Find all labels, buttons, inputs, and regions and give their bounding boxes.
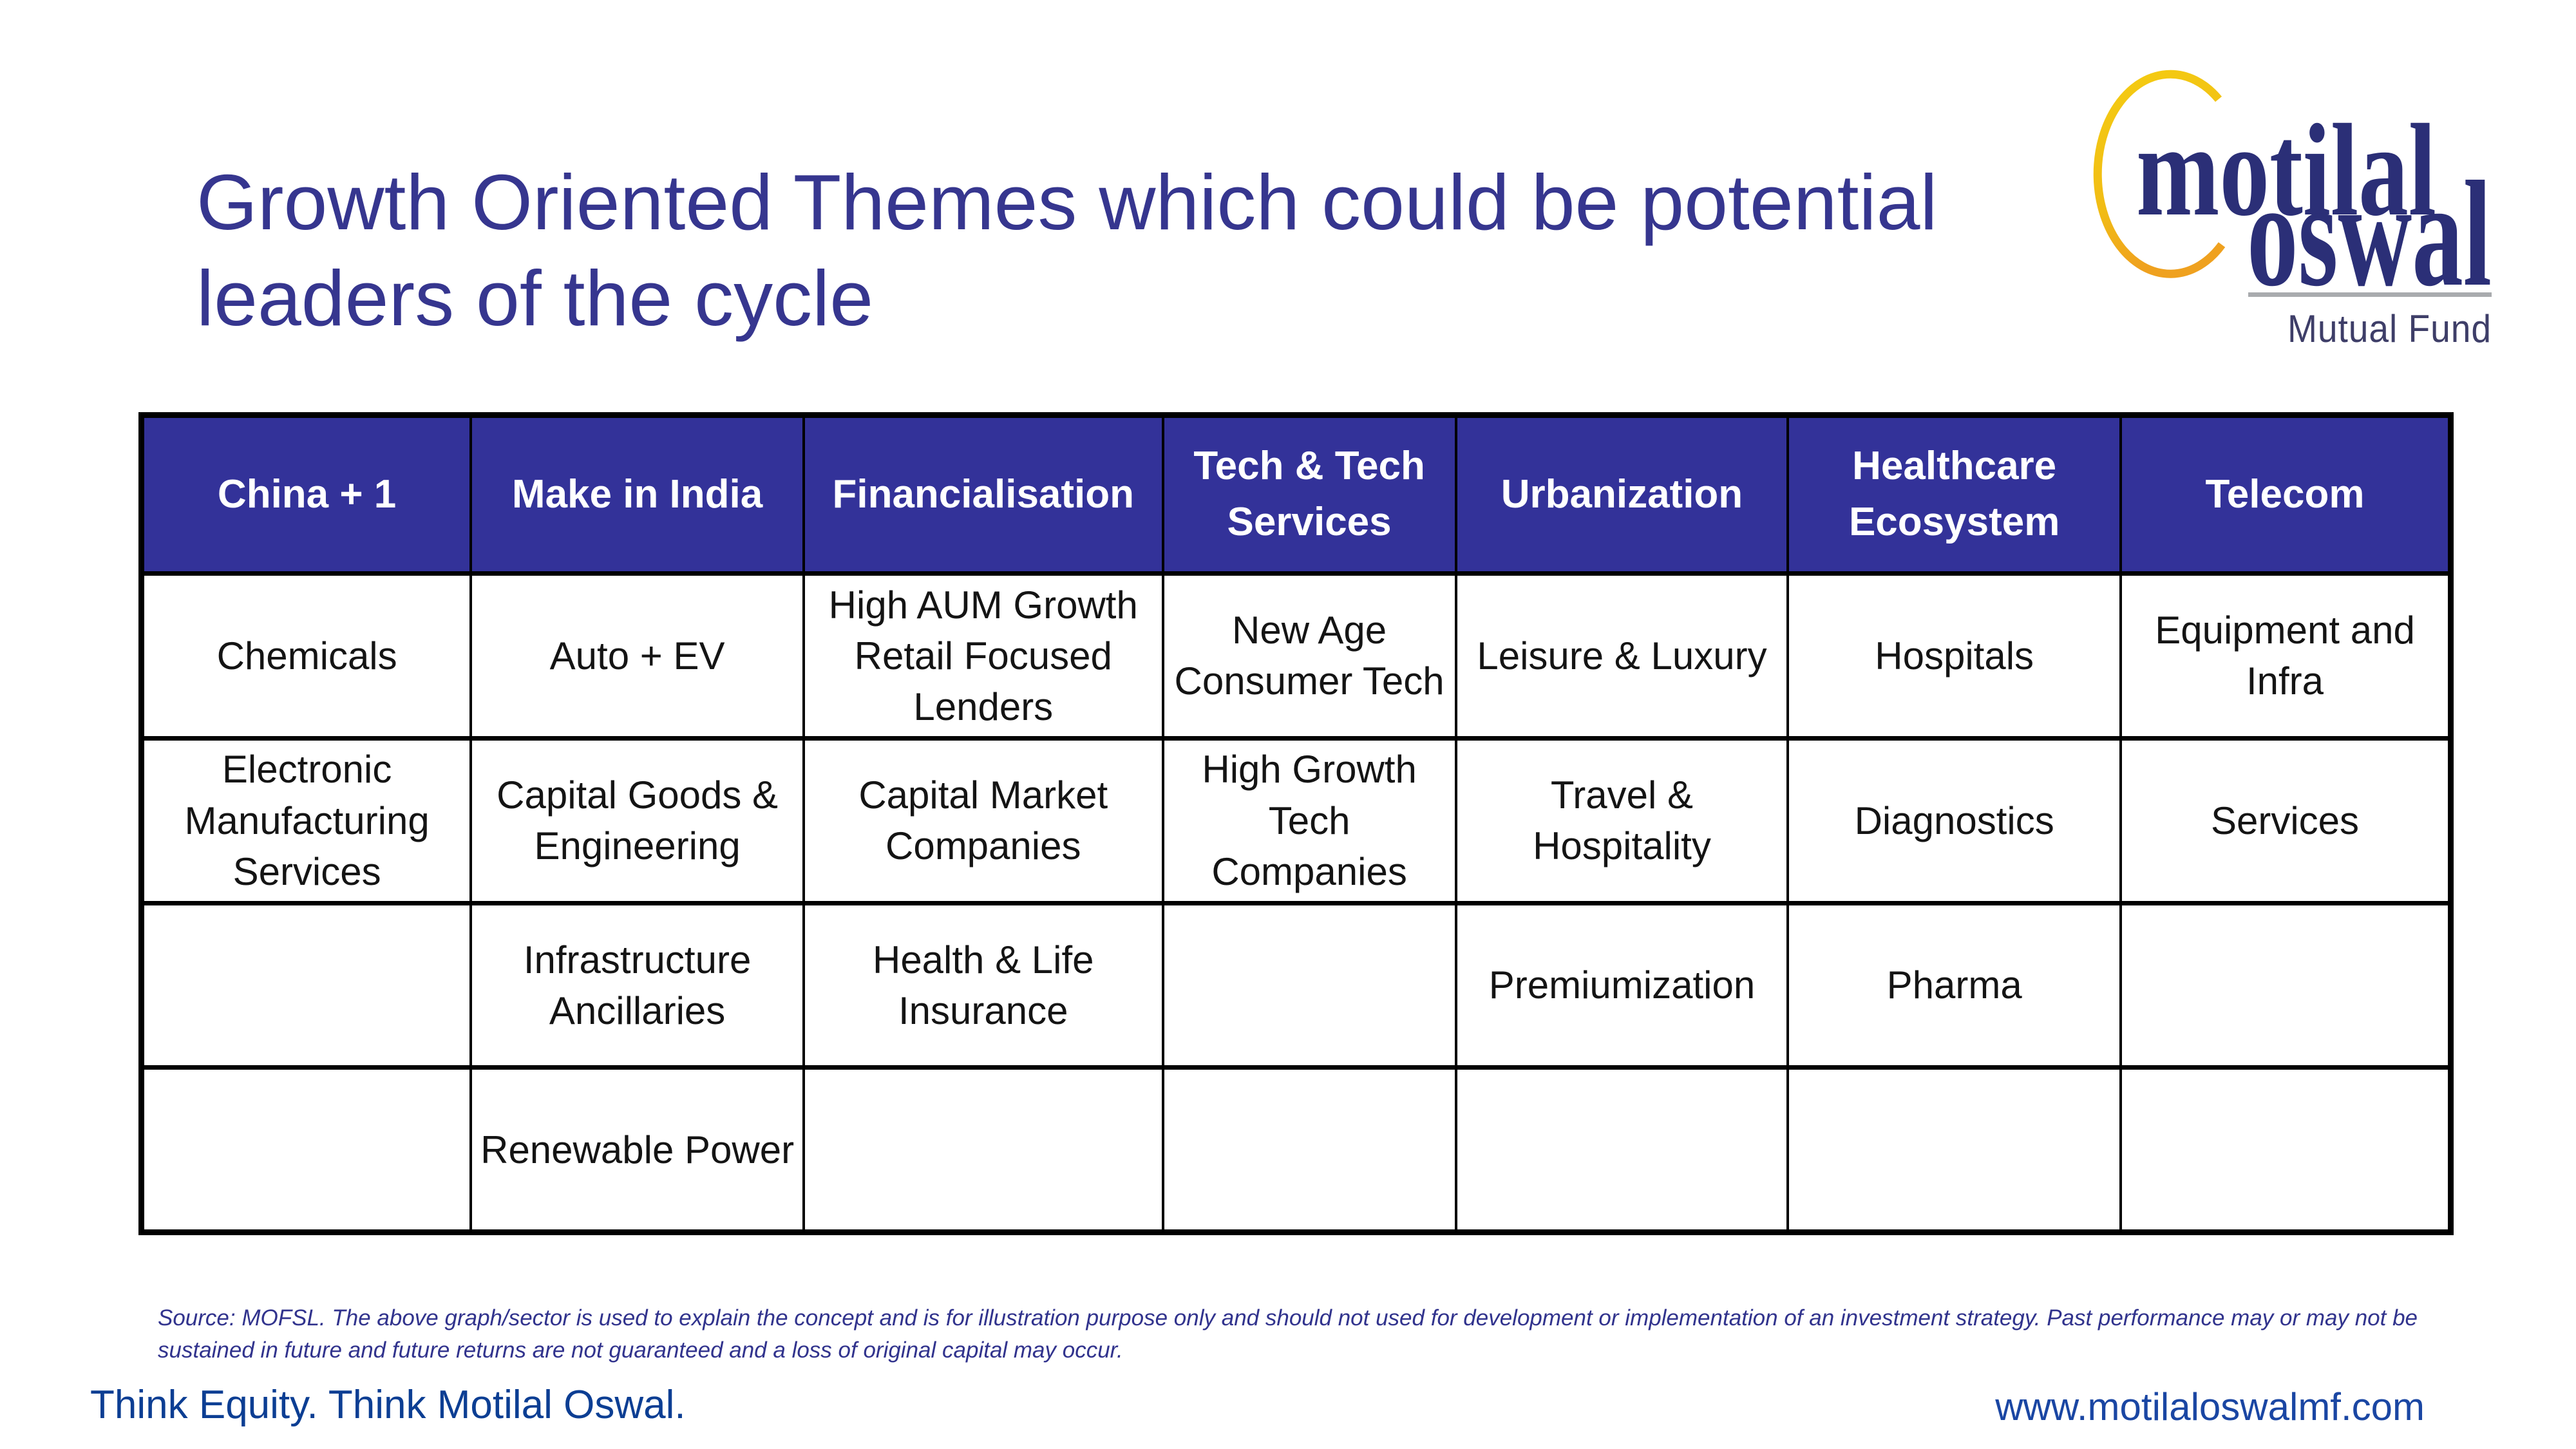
column-header-financialisation: Financialisation	[802, 413, 1164, 576]
logo-word-oswal: oswal	[2247, 150, 2492, 317]
column-header-tech-services: Tech & Tech Services	[1161, 413, 1457, 576]
column-header-make-in-india: Make in India	[469, 413, 805, 576]
table-cell: Capital Market Companies	[802, 735, 1164, 905]
table-row: Renewable Power	[140, 1065, 2452, 1235]
table-row: Infrastructure Ancillaries Health & Life…	[140, 900, 2452, 1070]
logo-arc-icon	[2093, 70, 2226, 278]
table-cell: Infrastructure Ancillaries	[469, 900, 805, 1070]
table-header-row: China + 1 Make in India Financialisation…	[140, 413, 2452, 576]
table-cell: Services	[2119, 735, 2452, 905]
column-header-china-plus-1: China + 1	[140, 413, 473, 576]
table-cell: High Growth Tech Companies	[1161, 735, 1457, 905]
table-cell: Equipment and Infra	[2119, 571, 2452, 741]
table-cell	[2119, 900, 2452, 1070]
table-cell: Diagnostics	[1786, 735, 2123, 905]
logo-word-motilal: motilal	[2136, 97, 2436, 243]
table-cell	[802, 1065, 1164, 1235]
logo-divider	[2248, 292, 2492, 297]
table-cell: Auto + EV	[469, 571, 805, 741]
table-row: Chemicals Auto + EV High AUM Growth Reta…	[140, 571, 2452, 741]
table-cell: Hospitals	[1786, 571, 2123, 741]
table-cell: Chemicals	[140, 571, 473, 741]
table-cell: Health & Life Insurance	[802, 900, 1164, 1070]
column-header-telecom: Telecom	[2119, 413, 2452, 576]
table-cell: New Age Consumer Tech	[1161, 571, 1457, 741]
page-title: Growth Oriented Themes which could be po…	[196, 158, 1938, 342]
motilal-oswal-logo: motilal oswal Mutual Fund	[2093, 70, 2492, 350]
table-cell: Leisure & Luxury	[1454, 571, 1790, 741]
table-cell: Capital Goods & Engineering	[469, 735, 805, 905]
table-cell: Electronic Manufacturing Services	[140, 735, 473, 905]
table-cell: Pharma	[1786, 900, 2123, 1070]
table-cell: Travel & Hospitality	[1454, 735, 1790, 905]
table-cell	[1786, 1065, 2123, 1235]
table-cell	[1454, 1065, 1790, 1235]
column-header-healthcare: Healthcare Ecosystem	[1786, 413, 2123, 576]
footer-tagline: Think Equity. Think Motilal Oswal.	[90, 1383, 686, 1427]
table-cell: High AUM Growth Retail Focused Lenders	[802, 571, 1164, 741]
table-cell	[1161, 1065, 1457, 1235]
column-header-urbanization: Urbanization	[1454, 413, 1790, 576]
source-disclaimer: Source: MOFSL. The above graph/sector is…	[158, 1305, 2418, 1363]
table-cell: Premiumization	[1454, 900, 1790, 1070]
table-cell	[140, 1065, 473, 1235]
table-cell	[140, 900, 473, 1070]
footer-url: www.motilaloswalmf.com	[1995, 1385, 2425, 1428]
logo-tagline: Mutual Fund	[2287, 307, 2492, 350]
table-row: Electronic Manufacturing Services Capita…	[140, 735, 2452, 905]
table-cell	[1161, 900, 1457, 1070]
themes-table: China + 1 Make in India Financialisation…	[138, 412, 2454, 1235]
table-cell: Renewable Power	[469, 1065, 805, 1235]
table-cell	[2119, 1065, 2452, 1235]
